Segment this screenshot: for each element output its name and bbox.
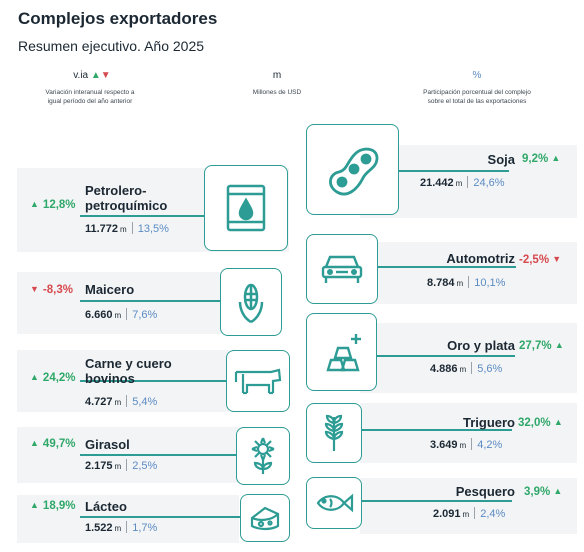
card-lacteo	[17, 495, 239, 543]
values-lacteo: 1.522 m 1,7%	[85, 521, 158, 534]
soybean-icon	[306, 124, 399, 215]
connector-line	[377, 355, 515, 357]
name-girasol: Girasol	[85, 437, 130, 452]
oil-barrel-icon	[204, 165, 288, 251]
legend-percent-desc-line1: Participación porcentual del complejo	[423, 89, 531, 96]
name-carne: Carne y cuero bovinos	[85, 356, 172, 386]
corn-icon	[220, 268, 282, 336]
legend-percent-desc: Participación porcentual del complejo so…	[392, 88, 562, 106]
down-arrow-icon: ▼	[552, 254, 562, 264]
connector-line	[362, 500, 512, 502]
card-automotriz	[360, 242, 577, 304]
up-arrow-icon: ▲	[30, 438, 39, 448]
legend-variation: v.ia ▲▼	[62, 70, 122, 81]
connector-line	[80, 454, 236, 456]
wheat-icon	[306, 403, 362, 463]
variation-petrolero: ▲ 12,8%	[30, 199, 76, 211]
connector-line	[399, 170, 509, 172]
legend-millions-desc: Millones de USD	[252, 89, 302, 96]
card-triguero	[360, 403, 577, 463]
car-icon	[306, 234, 378, 304]
up-arrow-icon: ▲	[553, 417, 563, 427]
connector-line	[80, 300, 220, 302]
down-arrow-icon: ▼	[30, 284, 39, 294]
up-arrow-icon: ▲	[30, 199, 39, 209]
page-title: Complejos exportadores	[18, 9, 218, 28]
legend-variation-desc-line1: Variación interanual respecto a	[45, 89, 135, 96]
variation-maicero: ▼ -8,3%	[30, 284, 73, 296]
name-automotriz: Automotriz	[446, 251, 515, 266]
connector-line	[80, 516, 240, 518]
name-pesquero: Pesquero	[455, 484, 515, 499]
name-lacteo: Lácteo	[85, 499, 127, 514]
up-arrow-icon: ▲	[90, 70, 101, 81]
values-oro-plata: 4.886 m 5,6%	[430, 362, 503, 375]
legend-variation-desc: Variación interanual respecto a igual pe…	[10, 88, 170, 106]
legend-percent-symbol: %	[472, 70, 482, 81]
legend-millions-symbol: m	[272, 70, 282, 81]
card-oro-plata	[360, 323, 577, 393]
name-maicero: Maicero	[85, 282, 135, 297]
up-arrow-icon: ▲	[30, 500, 39, 510]
variation-automotriz: -2,5% ▼	[519, 254, 562, 266]
name-petrolero: Petrolero-petroquímico	[85, 183, 168, 213]
name-triguero: Triguero	[462, 415, 515, 430]
values-petrolero: 11.772 m 13,5%	[85, 222, 169, 235]
fish-icon	[306, 477, 362, 529]
connector-line	[378, 266, 516, 268]
sunflower-icon	[236, 427, 290, 485]
values-triguero: 3.649 m 4,2%	[430, 438, 503, 451]
variation-triguero: 32,0% ▲	[518, 417, 563, 429]
values-carne: 4.727 m 5,4%	[85, 395, 158, 408]
legend-variation-desc-line2: igual período del año anterior	[47, 98, 133, 105]
variation-girasol: ▲ 49,7%	[30, 438, 76, 450]
card-maicero	[17, 272, 247, 334]
values-girasol: 2.175 m 2,5%	[85, 459, 158, 472]
gold-bars-icon	[306, 313, 377, 391]
up-arrow-icon: ▲	[554, 340, 564, 350]
legend-variation-symbol: v.ia	[73, 70, 89, 81]
variation-oro-plata: 27,7% ▲	[519, 340, 564, 352]
values-automotriz: 8.784 m 10,1%	[427, 276, 506, 289]
connector-line	[362, 429, 512, 431]
page-subtitle: Resumen ejecutivo. Año 2025	[18, 38, 205, 54]
up-arrow-icon: ▲	[553, 486, 563, 496]
card-pesquero	[360, 478, 577, 534]
variation-carne: ▲ 24,2%	[30, 372, 76, 384]
cheese-icon	[240, 494, 290, 542]
values-pesquero: 2.091 m 2,4%	[433, 507, 506, 520]
up-arrow-icon: ▲	[551, 153, 561, 163]
variation-soja: 9,2% ▲	[522, 153, 561, 165]
up-arrow-icon: ▲	[30, 372, 39, 382]
values-soja: 21.442 m 24,6%	[420, 176, 505, 189]
variation-pesquero: 3,9% ▲	[524, 486, 563, 498]
name-oro-plata: Oro y plata	[447, 338, 515, 353]
variation-lacteo: ▲ 18,9%	[30, 500, 76, 512]
legend-percent-desc-line2: sobre el total de las exportaciones	[427, 98, 527, 105]
cow-icon	[226, 350, 290, 412]
values-maicero: 6.660 m 7,6%	[85, 308, 158, 321]
connector-line	[80, 380, 226, 382]
connector-line	[80, 215, 204, 217]
name-soja: Soja	[487, 152, 515, 167]
down-arrow-icon: ▼	[100, 70, 111, 81]
